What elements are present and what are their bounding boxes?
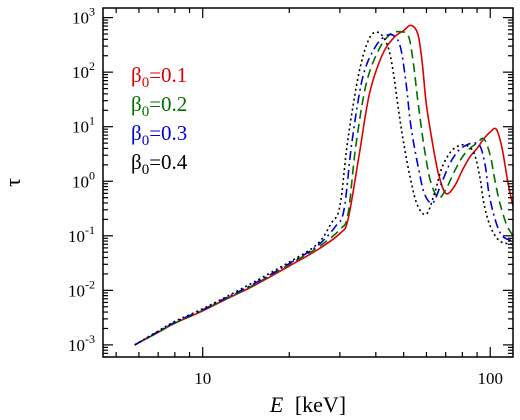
series-line-3 [134,33,514,346]
legend: β0=0.1β0=0.2β0=0.3β0=0.4 [131,63,188,178]
legend-entry-1: β0=0.1 [131,63,187,91]
axis-tick-labels: 10-3 10-2 10-1 100 101 102 103 10 100 [68,5,503,388]
plot-frame [102,7,514,358]
y-tick-label: 10-3 [68,332,95,355]
y-tick-label: 10-1 [68,223,95,246]
y-tick-label: 102 [72,59,95,82]
x-axis-label-unit: [keV] [295,392,346,417]
series-lines [134,24,514,346]
axis-ticks [103,8,513,358]
legend-entry-3: β0=0.3 [131,121,187,149]
y-axis-label: τ [0,178,25,187]
series-line-4 [134,31,514,346]
series-line-2 [134,30,514,346]
x-axis-label-variable: E [269,392,284,417]
legend-entry-4: β0=0.4 [131,150,188,178]
y-tick-label: 101 [72,114,95,137]
x-tick-label: 10 [194,369,211,388]
x-tick-label: 100 [477,369,503,388]
x-axis-label: E [keV] [269,392,346,417]
legend-entry-2: β0=0.2 [131,92,187,120]
y-tick-label: 103 [72,5,95,28]
y-tick-label: 100 [72,168,95,191]
series-line-1 [134,24,514,346]
y-tick-label: 10-2 [68,277,95,300]
